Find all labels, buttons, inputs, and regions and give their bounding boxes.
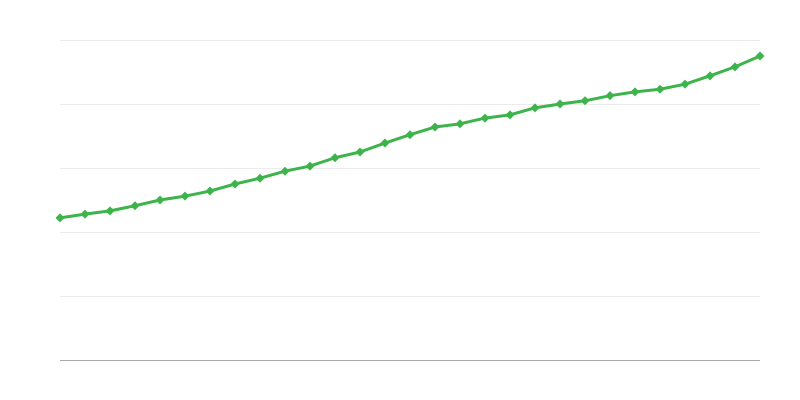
data-point[interactable] xyxy=(755,51,765,61)
data-point[interactable] xyxy=(455,119,465,129)
data-point[interactable] xyxy=(330,153,340,163)
data-point[interactable] xyxy=(480,113,490,123)
data-point[interactable] xyxy=(730,62,740,72)
gridlines xyxy=(60,40,760,297)
data-point[interactable] xyxy=(505,110,515,120)
data-point[interactable] xyxy=(630,87,640,97)
data-point[interactable] xyxy=(355,147,365,157)
data-point[interactable] xyxy=(305,161,315,171)
data-point[interactable] xyxy=(180,191,190,201)
data-point[interactable] xyxy=(530,103,540,113)
data-point[interactable] xyxy=(255,173,265,183)
series-group xyxy=(55,51,765,223)
data-point[interactable] xyxy=(380,138,390,148)
data-point[interactable] xyxy=(105,206,115,216)
data-point[interactable] xyxy=(680,79,690,89)
data-point[interactable] xyxy=(55,213,65,223)
data-point[interactable] xyxy=(580,96,590,106)
data-point[interactable] xyxy=(230,179,240,189)
data-point[interactable] xyxy=(655,84,665,94)
data-point[interactable] xyxy=(405,130,415,140)
data-point[interactable] xyxy=(205,186,215,196)
data-point[interactable] xyxy=(130,201,140,211)
data-point[interactable] xyxy=(430,122,440,132)
data-point[interactable] xyxy=(80,209,90,219)
data-point[interactable] xyxy=(605,91,615,101)
data-point[interactable] xyxy=(280,166,290,176)
data-point[interactable] xyxy=(155,195,165,205)
data-point[interactable] xyxy=(555,99,565,109)
data-point[interactable] xyxy=(705,71,715,81)
